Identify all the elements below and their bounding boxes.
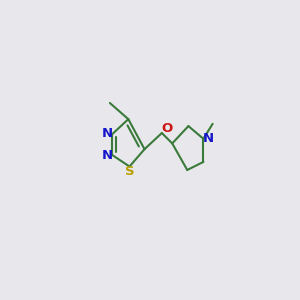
Text: S: S [125,165,135,178]
Text: N: N [102,127,113,140]
Text: O: O [161,122,172,135]
Text: N: N [202,132,214,145]
Text: N: N [102,149,113,162]
